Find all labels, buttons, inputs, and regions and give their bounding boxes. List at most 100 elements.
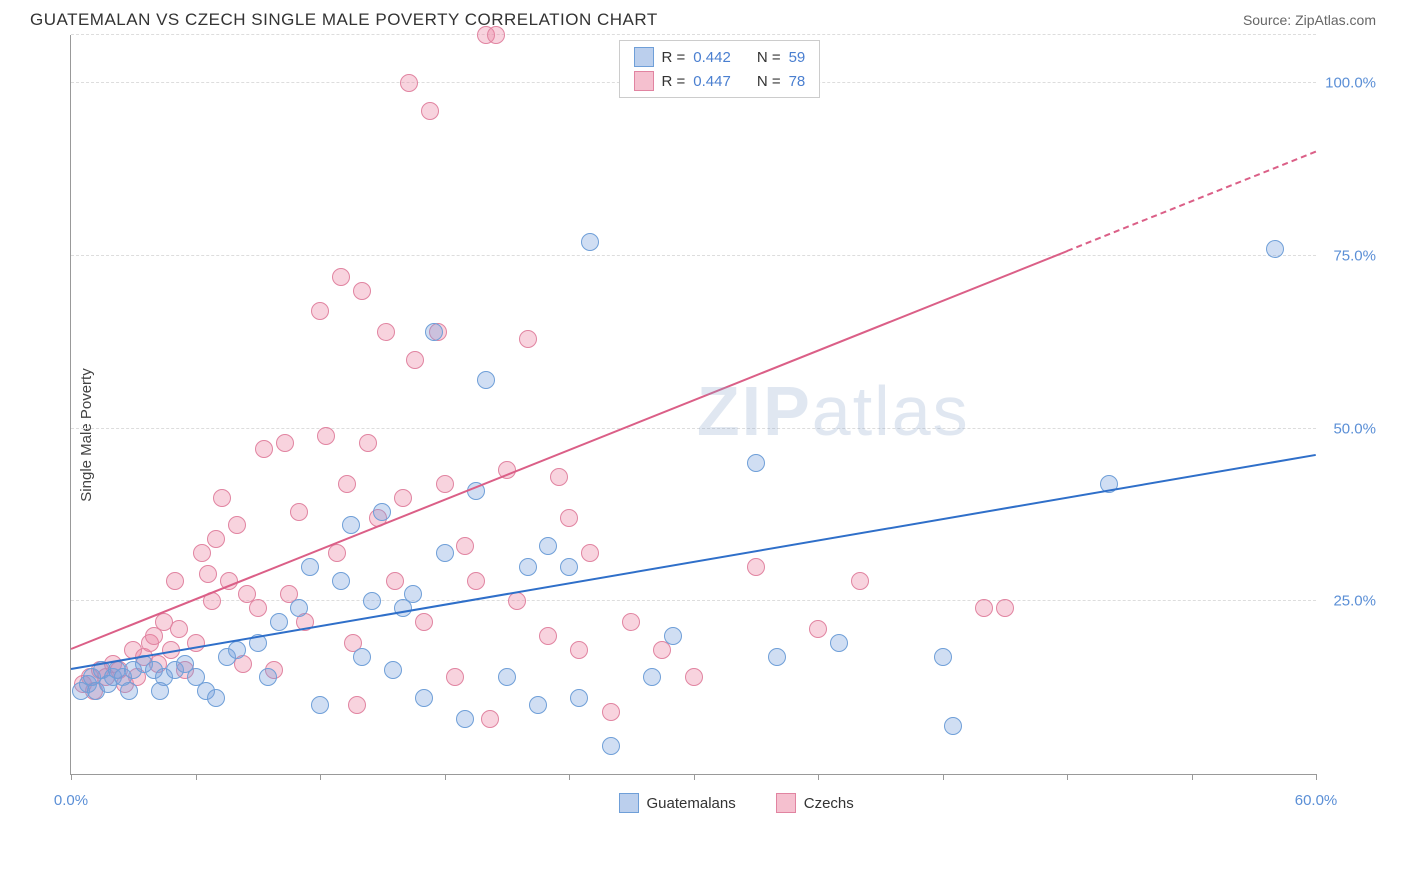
scatter-point xyxy=(311,302,329,320)
x-tick xyxy=(320,774,321,780)
scatter-point xyxy=(602,703,620,721)
scatter-point xyxy=(207,530,225,548)
x-tick xyxy=(569,774,570,780)
scatter-point xyxy=(570,641,588,659)
scatter-point xyxy=(747,454,765,472)
scatter-point xyxy=(467,572,485,590)
scatter-point xyxy=(622,613,640,631)
scatter-point xyxy=(446,668,464,686)
scatter-point xyxy=(394,489,412,507)
scatter-point xyxy=(332,572,350,590)
x-tick xyxy=(196,774,197,780)
x-tick xyxy=(1192,774,1193,780)
scatter-point xyxy=(851,572,869,590)
scatter-point xyxy=(359,434,377,452)
gridline-h xyxy=(71,34,1316,35)
stats-row-guatemalans: R = 0.442 N = 59 xyxy=(634,45,806,69)
scatter-point xyxy=(421,102,439,120)
scatter-point xyxy=(342,516,360,534)
scatter-point xyxy=(456,710,474,728)
scatter-point xyxy=(481,710,499,728)
scatter-point xyxy=(400,74,418,92)
scatter-point xyxy=(944,717,962,735)
scatter-point xyxy=(539,627,557,645)
y-tick-label: 50.0% xyxy=(1333,420,1376,437)
y-tick-label: 25.0% xyxy=(1333,593,1376,610)
stats-legend: R = 0.442 N = 59 R = 0.447 N = 78 xyxy=(619,40,821,98)
scatter-point xyxy=(193,544,211,562)
scatter-point xyxy=(539,537,557,555)
scatter-point xyxy=(207,689,225,707)
scatter-point xyxy=(415,689,433,707)
scatter-point xyxy=(377,323,395,341)
scatter-point xyxy=(338,475,356,493)
series-legend: Guatemalans Czechs xyxy=(619,793,854,813)
scatter-point xyxy=(550,468,568,486)
scatter-point xyxy=(301,558,319,576)
scatter-point xyxy=(317,427,335,445)
scatter-point xyxy=(581,233,599,251)
scatter-point xyxy=(270,613,288,631)
scatter-point xyxy=(228,516,246,534)
chart-title: GUATEMALAN VS CZECH SINGLE MALE POVERTY … xyxy=(30,10,658,30)
scatter-point xyxy=(290,599,308,617)
scatter-point xyxy=(353,648,371,666)
scatter-point xyxy=(386,572,404,590)
scatter-point xyxy=(581,544,599,562)
scatter-point xyxy=(570,689,588,707)
scatter-point xyxy=(487,26,505,44)
scatter-point xyxy=(170,620,188,638)
x-tick xyxy=(445,774,446,780)
scatter-point xyxy=(768,648,786,666)
x-tick xyxy=(71,774,72,780)
scatter-point xyxy=(436,475,454,493)
scatter-point xyxy=(747,558,765,576)
scatter-point xyxy=(529,696,547,714)
scatter-point xyxy=(498,668,516,686)
chart-container: Single Male Poverty ZIPatlas 25.0%50.0%7… xyxy=(70,35,1376,835)
scatter-point xyxy=(643,668,661,686)
scatter-point xyxy=(384,661,402,679)
x-tick xyxy=(1067,774,1068,780)
scatter-point xyxy=(353,282,371,300)
scatter-point xyxy=(1266,240,1284,258)
scatter-point xyxy=(151,682,169,700)
stats-row-czechs: R = 0.447 N = 78 xyxy=(634,69,806,93)
scatter-point xyxy=(255,440,273,458)
scatter-point xyxy=(508,592,526,610)
x-tick-label: 0.0% xyxy=(54,792,88,809)
regression-czechs-extrapolated xyxy=(1067,150,1317,251)
scatter-point xyxy=(685,668,703,686)
y-tick-label: 100.0% xyxy=(1325,75,1376,92)
swatch-czechs-2 xyxy=(776,793,796,813)
scatter-point xyxy=(373,503,391,521)
plot-area: 25.0%50.0%75.0%100.0%0.0%60.0% xyxy=(70,35,1316,775)
scatter-point xyxy=(602,737,620,755)
x-tick xyxy=(818,774,819,780)
scatter-point xyxy=(259,668,277,686)
scatter-point xyxy=(120,682,138,700)
x-tick-label: 60.0% xyxy=(1295,792,1338,809)
scatter-point xyxy=(332,268,350,286)
regression-czechs xyxy=(71,250,1068,650)
gridline-h xyxy=(71,255,1316,256)
x-tick xyxy=(943,774,944,780)
scatter-point xyxy=(290,503,308,521)
scatter-point xyxy=(166,572,184,590)
scatter-point xyxy=(213,489,231,507)
scatter-point xyxy=(415,613,433,631)
scatter-point xyxy=(519,558,537,576)
scatter-point xyxy=(348,696,366,714)
x-tick xyxy=(1316,774,1317,780)
y-tick-label: 75.0% xyxy=(1333,248,1376,265)
swatch-czechs xyxy=(634,71,654,91)
scatter-point xyxy=(664,627,682,645)
scatter-point xyxy=(404,585,422,603)
scatter-point xyxy=(560,558,578,576)
scatter-point xyxy=(975,599,993,617)
scatter-point xyxy=(228,641,246,659)
scatter-point xyxy=(436,544,454,562)
scatter-point xyxy=(809,620,827,638)
scatter-point xyxy=(830,634,848,652)
swatch-guatemalans xyxy=(634,47,654,67)
